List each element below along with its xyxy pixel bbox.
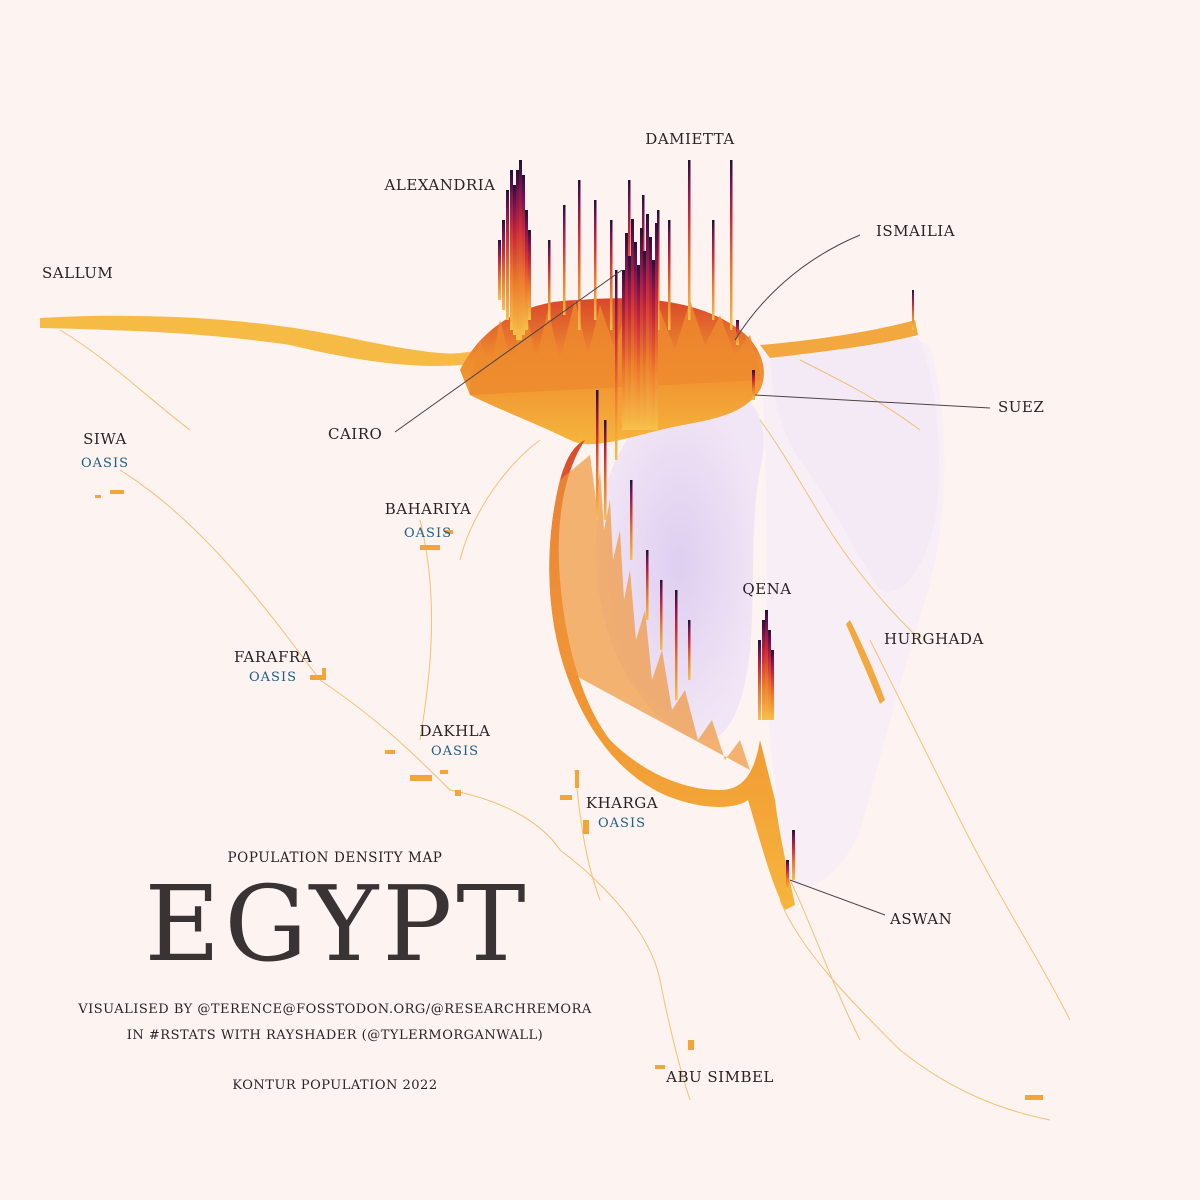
alexandria-spike: [528, 230, 531, 320]
delta-spike: [668, 220, 671, 330]
cairo-spike: [643, 251, 646, 430]
qena-spike: [758, 640, 761, 720]
label-siwa: SIWA: [83, 430, 127, 448]
delta-spike: [712, 220, 715, 320]
label-sallum: SALLUM: [42, 264, 114, 282]
cairo-spike: [652, 260, 655, 430]
label-siwa-oasis: OASIS: [81, 456, 129, 471]
alexandria-spike: [502, 220, 505, 310]
qena-spike: [765, 610, 768, 720]
alexandria-spike: [513, 185, 516, 335]
suez-spike: [752, 370, 755, 400]
nile-spike: [660, 580, 663, 650]
nile-spike: [604, 420, 607, 520]
label-abu-simbel: ABU SIMBEL: [666, 1068, 774, 1086]
label-alexandria: ALEXANDRIA: [384, 176, 496, 194]
label-damietta: DAMIETTA: [645, 130, 735, 148]
delta-spike: [688, 160, 691, 320]
cairo-spike: [637, 265, 640, 430]
alexandria-spike: [519, 160, 522, 340]
sinai-spike: [912, 290, 914, 330]
nile-spike: [688, 620, 691, 680]
delta-spike: [657, 210, 660, 330]
cairo-spike: [628, 256, 631, 430]
ismailia-leader: [734, 234, 861, 341]
nile-valley-ridge: [549, 455, 750, 770]
delta-spike: [730, 160, 733, 330]
label-bahariya: BAHARIYA: [384, 500, 472, 518]
alexandria-spike: [498, 240, 501, 300]
ismailia-spike: [736, 320, 739, 345]
nile-spike: [596, 390, 599, 520]
map-title: EGYPT: [144, 863, 530, 985]
alexandria-spike: [506, 190, 509, 320]
cairo-spike: [649, 237, 652, 430]
cairo-spike: [646, 214, 649, 430]
cairo-spike: [625, 233, 628, 430]
cairo-spike: [622, 270, 625, 430]
sinai-coast: [760, 320, 918, 358]
credit-line-2: IN #RSTATS WITH RAYSHADER (@TYLERMORGANW…: [126, 1028, 544, 1043]
delta-spike: [610, 220, 613, 330]
label-dakhla: DAKHLA: [419, 722, 491, 740]
aswan-leader: [789, 879, 886, 916]
label-qena: QENA: [742, 580, 792, 598]
suez-leader: [754, 394, 991, 409]
mediterranean-coast: [40, 315, 482, 366]
nile-spike: [675, 590, 678, 700]
nile-spike: [646, 550, 649, 620]
qena-spike: [768, 630, 771, 720]
label-bahariya-oasis: OASIS: [404, 526, 452, 541]
qena-spike: [771, 650, 774, 720]
data-source: KONTUR POPULATION 2022: [232, 1078, 438, 1093]
label-cairo: CAIRO: [328, 425, 383, 443]
label-suez: SUEZ: [998, 398, 1045, 416]
delta-spike: [548, 240, 551, 320]
red-sea-coast: [846, 620, 885, 704]
nile-valley: [549, 440, 795, 910]
delta-spike: [594, 200, 597, 320]
leader-lines: [394, 234, 991, 916]
cairo-leader: [394, 269, 623, 433]
alexandria-spike: [525, 210, 528, 330]
alexandria-spike: [522, 175, 525, 335]
cairo-spike: [631, 219, 634, 430]
credit-line-1: VISUALISED BY @TERENCE@FOSSTODON.ORG/@RE…: [78, 1002, 592, 1017]
qena-spike: [762, 620, 765, 720]
alexandria-spike: [516, 170, 519, 340]
aswan-spike: [786, 860, 789, 890]
nile-spike: [630, 480, 633, 560]
cairo-spike: [634, 242, 637, 430]
delta-spike: [578, 180, 581, 330]
delta-spike: [628, 180, 631, 330]
label-farafra-oasis: OASIS: [249, 670, 297, 685]
label-ismailia: ISMAILIA: [876, 222, 956, 240]
nile-spike: [615, 270, 618, 460]
population-spikes: [498, 160, 914, 890]
label-dakhla-oasis: OASIS: [431, 744, 479, 759]
aswan-spike: [792, 830, 795, 880]
oasis-settlements: [95, 490, 1043, 1100]
label-hurghada: HURGHADA: [884, 630, 984, 648]
map-subtitle: POPULATION DENSITY MAP: [227, 850, 443, 866]
alexandria-spike: [510, 170, 513, 330]
label-farafra: FARAFRA: [233, 648, 313, 666]
label-kharga-oasis: OASIS: [598, 816, 646, 831]
cairo-spike: [655, 223, 658, 430]
cairo-spike: [640, 228, 643, 430]
delta-spike: [563, 205, 566, 315]
label-kharga: KHARGA: [585, 794, 659, 812]
label-aswan: ASWAN: [890, 910, 953, 928]
